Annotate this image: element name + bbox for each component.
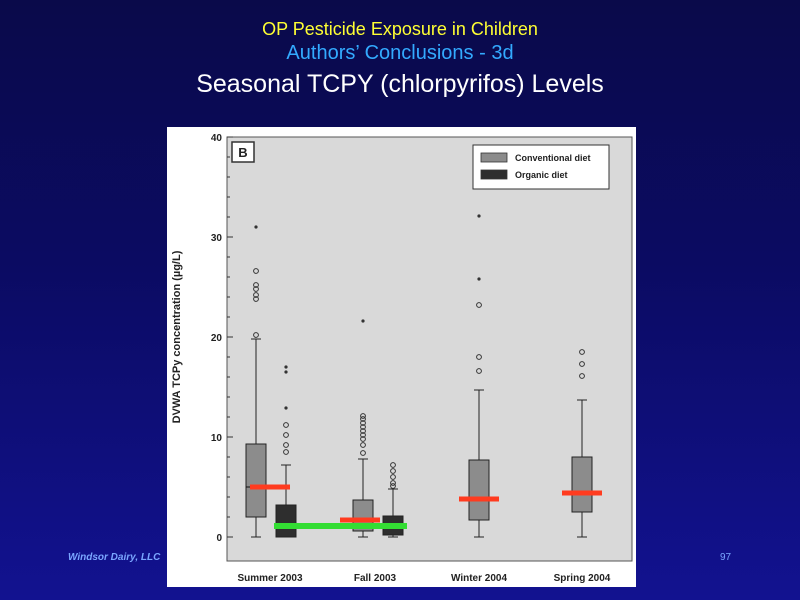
outlier-point <box>360 416 366 422</box>
outlier-point <box>283 442 289 448</box>
outlier-point <box>360 442 366 448</box>
x-tick-label: Fall 2003 <box>354 573 397 584</box>
box-iqr <box>245 443 267 518</box>
y-tick-label: 40 <box>211 133 223 144</box>
x-tick-label: Summer 2003 <box>237 573 302 584</box>
x-tick-label: Winter 2004 <box>451 573 507 584</box>
slide-title-line2: Authors’ Conclusions - 3d <box>286 42 514 64</box>
slide-title-line1: OP Pesticide Exposure in Children <box>262 19 538 39</box>
outlier-point <box>390 483 396 489</box>
outlier-point <box>390 462 396 468</box>
plot-area <box>226 136 633 562</box>
extreme-point <box>284 370 288 374</box>
outlier-point <box>579 373 585 379</box>
page-number: 97 <box>720 552 732 563</box>
box-iqr <box>571 456 593 513</box>
extreme-point <box>284 365 288 369</box>
outlier-point <box>360 413 366 419</box>
x-tick-label: Spring 2004 <box>554 573 611 584</box>
outlier-point <box>253 286 259 292</box>
box-iqr <box>275 504 297 538</box>
legend-swatch <box>480 152 508 163</box>
box-plot-chart: 0 10 20 30 40 DVWA TCPy concentration (µg/L) S… <box>171 133 633 584</box>
outlier-point <box>283 432 289 438</box>
outlier-point <box>476 354 482 360</box>
slide-title-line3: Seasonal TCPY (chlorpyrifos) Levels <box>196 70 604 98</box>
outlier-point <box>360 436 366 442</box>
outlier-point <box>390 468 396 474</box>
extreme-point <box>477 214 481 218</box>
outlier-point <box>579 349 585 355</box>
outlier-point <box>390 480 396 486</box>
panel-label-box <box>231 141 255 163</box>
extreme-point <box>477 277 481 281</box>
outlier-point <box>253 292 259 298</box>
extreme-point <box>361 319 365 323</box>
outlier-point <box>253 296 259 302</box>
box-summer-2003-conventional <box>245 225 267 538</box>
outlier-point <box>253 282 259 288</box>
y-tick-label: 20 <box>211 333 223 344</box>
legend: Conventional diet Organic diet <box>472 144 610 190</box>
y-tick-label: 10 <box>211 433 223 444</box>
legend-label: Conventional diet <box>515 153 591 163</box>
legend-box <box>472 144 610 190</box>
outlier-point <box>390 474 396 480</box>
outlier-point <box>360 420 366 426</box>
outlier-point <box>283 449 289 455</box>
chart-panel: 0 10 20 30 40 DVWA TCPy concentration (µg/L) S… <box>167 127 636 587</box>
outlier-point <box>360 450 366 456</box>
y-axis-label: DVWA TCPy concentration (µg/L) <box>171 250 183 423</box>
y-tick-label: 30 <box>211 233 223 244</box>
legend-label: Organic diet <box>515 170 568 180</box>
outlier-point <box>360 428 366 434</box>
outlier-point <box>253 268 259 274</box>
panel-label: B <box>238 145 247 160</box>
outlier-point <box>283 422 289 428</box>
outlier-point <box>579 361 585 367</box>
outlier-point <box>360 432 366 438</box>
legend-swatch <box>480 169 508 180</box>
outlier-point <box>253 332 259 338</box>
footer-company: Windsor Dairy, LLC <box>68 552 161 563</box>
outlier-point <box>476 368 482 374</box>
box-iqr <box>468 459 490 521</box>
y-tick-label: 0 <box>216 533 222 544</box>
extreme-point <box>254 225 258 229</box>
extreme-point <box>284 406 288 410</box>
box-spring-2004-conventional <box>571 349 593 538</box>
outlier-point <box>360 424 366 430</box>
outlier-point <box>476 302 482 308</box>
